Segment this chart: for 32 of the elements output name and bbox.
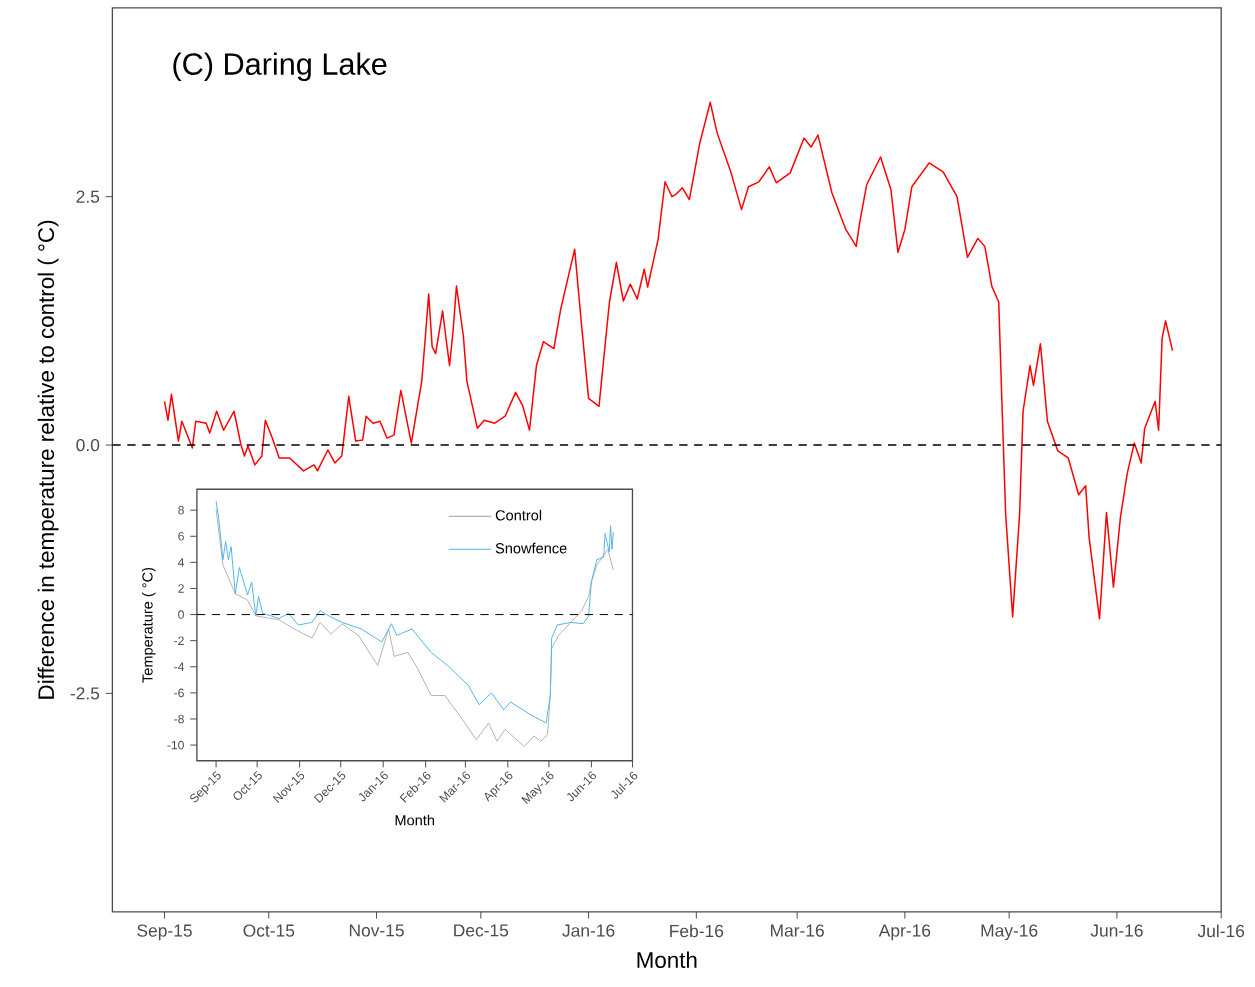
y-tick-label: 6 xyxy=(178,531,184,541)
y-tick-label: 2 xyxy=(178,584,184,593)
x-axis-title: Month xyxy=(395,814,435,826)
x-tick-label: Apr-16 xyxy=(878,924,931,940)
y-axis-title: Difference in temperature relative to control ( °C) xyxy=(37,220,59,699)
x-tick-label: Jul-16 xyxy=(1197,924,1245,937)
x-tick-label: Jan-16 xyxy=(562,924,615,937)
legend-label: Control xyxy=(495,509,542,521)
text: (C) Daring Lake xyxy=(173,52,387,81)
x-tick-label: Feb-16 xyxy=(670,924,724,937)
x-axis-title: Month xyxy=(637,951,697,968)
x-tick-label: Nov-15 xyxy=(349,924,404,937)
y-tick-label: 0.0 xyxy=(76,438,100,451)
y-tick-label: 4 xyxy=(177,557,185,567)
y-tick-label: 2.5 xyxy=(76,190,100,203)
y-tick-label: 8 xyxy=(178,505,184,515)
x-tick-label: Sep-15 xyxy=(137,924,192,940)
x-tick-label: Jun-16 xyxy=(1090,924,1143,937)
y-axis-title: Temperature ( °C) xyxy=(141,567,156,683)
x-tick-label: Dec-15 xyxy=(454,924,509,937)
y-tick-label: -2 xyxy=(174,636,184,645)
y-tick-label: -8 xyxy=(174,714,184,724)
line-series xyxy=(163,101,1174,620)
x-tick-label: Mar-16 xyxy=(771,924,824,937)
y-tick-label: -6 xyxy=(174,688,184,697)
x-tick-label: Oct-15 xyxy=(243,924,295,937)
x-tick-label: May-16 xyxy=(981,924,1038,940)
y-tick-label: -4 xyxy=(174,662,185,671)
y-tick-label: 0 xyxy=(178,610,184,619)
legend-label: Snowfence xyxy=(495,542,567,554)
y-tick-label: -10 xyxy=(167,740,184,750)
y-tick-label: -2.5 xyxy=(70,686,100,700)
